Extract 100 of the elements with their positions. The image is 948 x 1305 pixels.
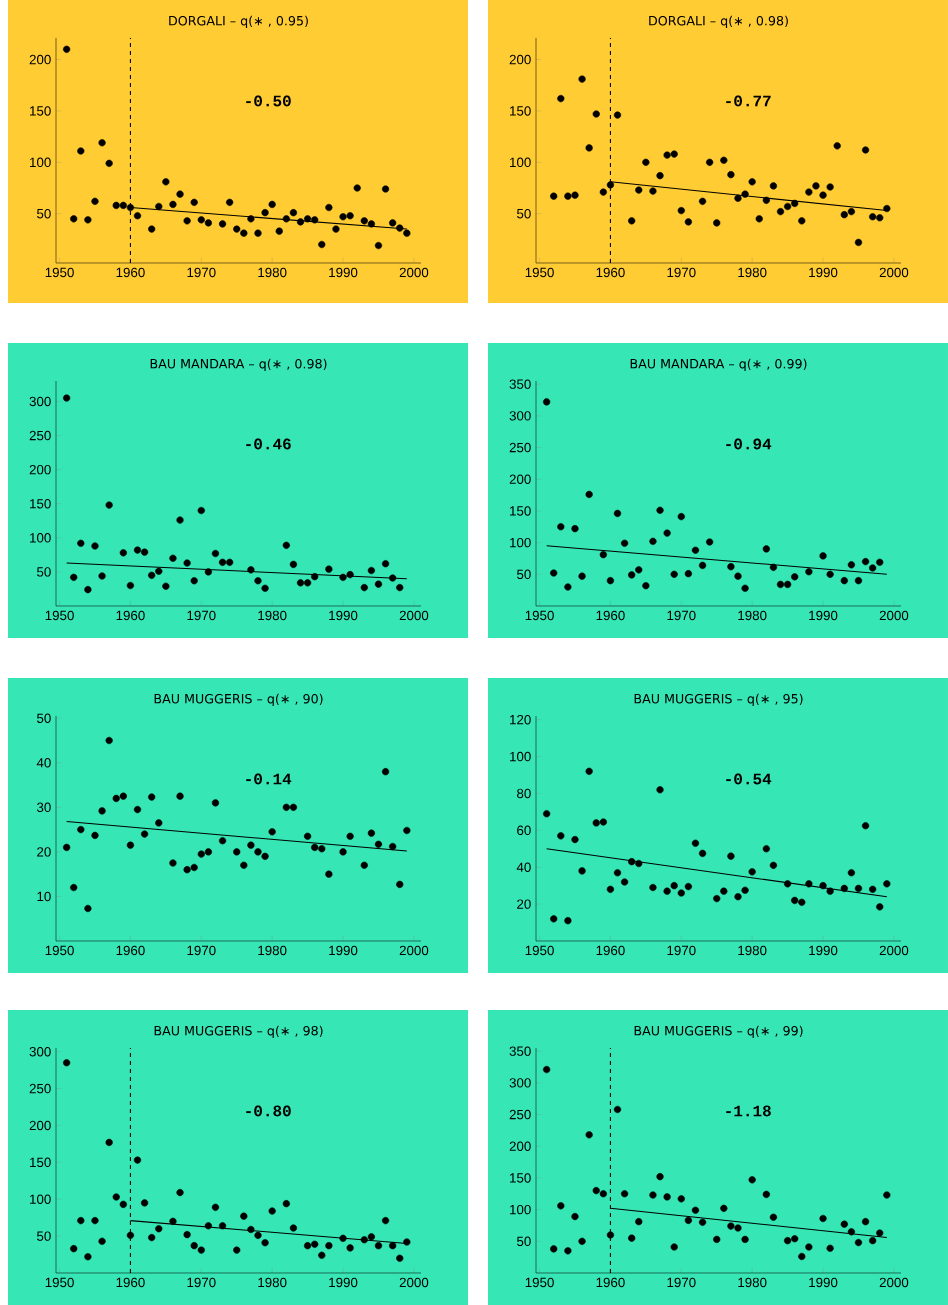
point	[713, 219, 721, 227]
point	[564, 583, 572, 591]
x-tick-label: 2000	[879, 267, 909, 278]
point	[396, 1254, 404, 1262]
point	[140, 548, 149, 556]
point	[635, 566, 643, 574]
point	[620, 878, 629, 886]
x-tick-label: 1990	[329, 945, 358, 956]
point	[339, 213, 347, 221]
point	[557, 523, 565, 531]
point	[564, 917, 572, 925]
y-tick-label: 350	[509, 1046, 531, 1056]
point	[741, 190, 749, 198]
point	[318, 240, 326, 249]
point	[133, 1156, 142, 1164]
annotation: -0.54	[726, 773, 772, 785]
x-tick-label: 1970	[667, 610, 696, 621]
point	[91, 197, 99, 205]
point	[374, 580, 383, 588]
point	[190, 198, 198, 206]
point	[762, 845, 770, 853]
point	[325, 565, 333, 573]
point	[812, 182, 820, 190]
point	[247, 566, 255, 574]
x-tick-label: 1970	[187, 610, 216, 621]
point	[606, 577, 615, 585]
point	[613, 1105, 622, 1114]
point	[233, 1246, 241, 1254]
point	[155, 567, 163, 575]
point	[706, 158, 714, 166]
point	[240, 861, 248, 869]
point	[613, 509, 622, 518]
x-tick-label: 2000	[399, 945, 429, 956]
point	[748, 868, 756, 876]
point	[741, 1235, 749, 1243]
chart-title: BAU MUGGERIS – q(∗ , 95)	[634, 693, 803, 706]
point	[854, 1238, 863, 1247]
x-tick-label: 1990	[809, 1277, 838, 1288]
point	[296, 579, 305, 587]
point	[805, 880, 813, 888]
point	[564, 192, 572, 200]
x-tick-label: 1970	[187, 267, 216, 278]
point	[876, 558, 884, 566]
point	[190, 577, 198, 585]
point	[628, 571, 636, 579]
point	[148, 225, 156, 233]
point	[311, 843, 319, 852]
point	[332, 225, 340, 233]
point	[649, 1191, 657, 1199]
point	[183, 866, 191, 874]
point	[247, 1225, 255, 1234]
point	[84, 216, 92, 224]
y-tick-label: 50	[37, 1231, 51, 1241]
point	[126, 203, 135, 212]
point	[599, 551, 607, 559]
x-tick-label: 1990	[329, 1277, 358, 1288]
point	[585, 490, 593, 499]
point	[389, 219, 397, 227]
y-tick-label: 20	[517, 899, 531, 909]
point	[819, 1214, 827, 1223]
point	[592, 110, 600, 118]
point	[628, 217, 636, 225]
point	[98, 572, 106, 580]
y-tick-label: 200	[509, 54, 531, 65]
point	[649, 537, 657, 545]
point	[578, 1237, 586, 1245]
y-tick-label: 250	[29, 1083, 51, 1094]
point	[176, 516, 184, 524]
point	[791, 896, 799, 905]
point	[791, 199, 799, 207]
point	[564, 1247, 572, 1255]
point	[211, 799, 220, 807]
point	[861, 1218, 870, 1226]
point	[628, 1234, 636, 1242]
point	[720, 1204, 728, 1212]
point	[247, 215, 255, 223]
x-tick-label: 1950	[45, 610, 74, 621]
x-tick-label: 1970	[667, 945, 696, 956]
point	[346, 1244, 354, 1252]
point	[261, 584, 269, 592]
y-tick-label: 120	[510, 714, 531, 725]
point	[282, 803, 290, 811]
point	[656, 1173, 664, 1181]
annotation: -0.80	[246, 1105, 291, 1117]
point	[543, 1065, 551, 1074]
point	[854, 884, 863, 893]
y-tick-label: 150	[510, 506, 531, 516]
y-tick-label: 200	[29, 464, 51, 475]
point	[826, 887, 834, 895]
x-tick-label: 1980	[738, 267, 767, 278]
point	[268, 1207, 276, 1215]
point	[748, 178, 756, 186]
y-tick-label: 100	[510, 157, 531, 168]
point	[550, 569, 558, 577]
point	[325, 870, 333, 878]
point	[367, 829, 375, 837]
annotation: -1.18	[726, 1105, 771, 1117]
point	[784, 1237, 792, 1245]
y-tick-label: 20	[37, 847, 51, 857]
point	[876, 1229, 884, 1237]
